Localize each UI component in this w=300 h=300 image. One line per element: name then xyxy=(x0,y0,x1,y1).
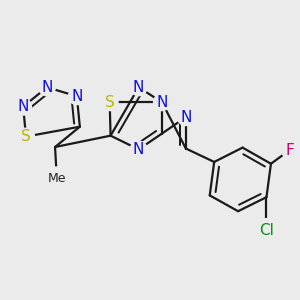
Circle shape xyxy=(101,94,118,111)
Text: N: N xyxy=(41,80,53,95)
Text: S: S xyxy=(105,95,115,110)
Text: F: F xyxy=(285,142,294,158)
Circle shape xyxy=(68,88,85,105)
Circle shape xyxy=(154,94,170,111)
Text: N: N xyxy=(133,80,144,95)
Circle shape xyxy=(15,98,32,115)
Text: S: S xyxy=(21,129,31,144)
Circle shape xyxy=(130,141,147,158)
Circle shape xyxy=(18,128,34,145)
Text: N: N xyxy=(133,142,144,157)
Text: N: N xyxy=(156,95,168,110)
Circle shape xyxy=(281,142,298,158)
Text: N: N xyxy=(180,110,191,125)
Circle shape xyxy=(255,219,278,242)
Text: Cl: Cl xyxy=(259,223,274,238)
Circle shape xyxy=(130,79,147,96)
Circle shape xyxy=(46,167,68,190)
Text: N: N xyxy=(71,89,82,104)
Circle shape xyxy=(39,79,55,96)
Text: Me: Me xyxy=(48,172,66,185)
Text: N: N xyxy=(17,99,29,114)
Circle shape xyxy=(178,109,194,125)
